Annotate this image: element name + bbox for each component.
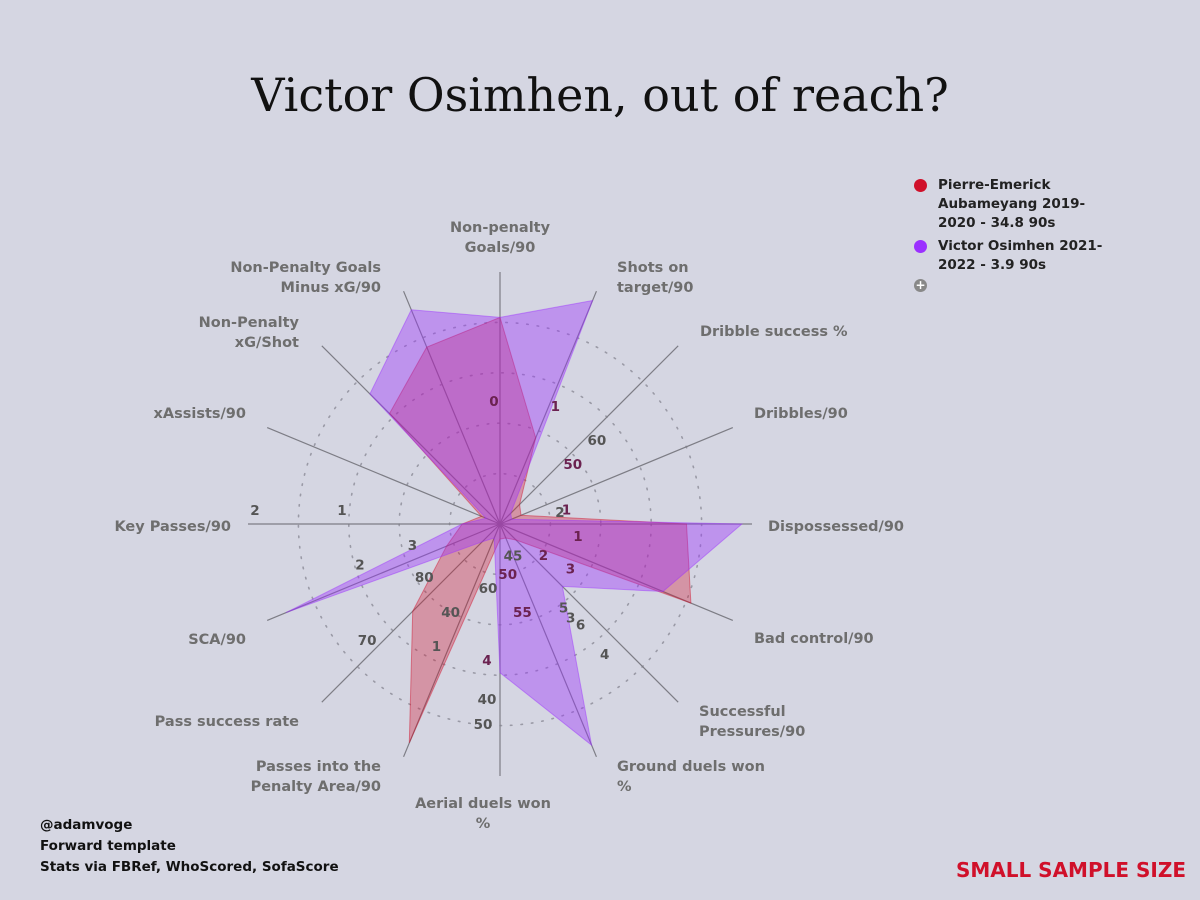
axis-line	[403, 290, 501, 525]
axis-line	[499, 290, 597, 525]
legend-swatch	[914, 179, 927, 192]
radar-series-layer	[285, 299, 744, 747]
tick-label: 2	[555, 505, 564, 521]
axis-line	[499, 523, 734, 621]
radar-grid	[248, 272, 752, 776]
axis-label-shots-on-target-90: Shots on target/90	[617, 260, 694, 296]
sample-size-warning: SMALL SAMPLE SIZE	[955, 858, 1186, 882]
axis-label-successful-pressures-90: Successful Pressures/90	[699, 704, 805, 740]
axis-line	[321, 345, 501, 525]
tick-label: 1	[337, 503, 346, 519]
tick-label: 1	[551, 399, 560, 415]
tick-label: 1	[573, 529, 582, 545]
axis-line	[499, 523, 679, 703]
tick-label: 2	[539, 548, 548, 564]
axis-label-non-penalty-xg-shot: Non-Penalty xG/Shot	[199, 315, 300, 351]
tick-label: 70	[358, 633, 377, 649]
tick-label: 0	[489, 394, 498, 410]
axis-line	[499, 345, 679, 525]
tick-label: 50	[498, 567, 517, 583]
tick-label: 50	[474, 717, 493, 733]
tick-label: 2	[250, 503, 259, 519]
footer-template: Forward template	[40, 838, 176, 854]
tick-label: 6	[576, 617, 585, 633]
axis-label-key-passes-90: Key Passes/90	[114, 519, 231, 535]
chart-title: Victor Osimhen, out of reach?	[251, 68, 949, 122]
series-area-osimhen[interactable]	[285, 299, 744, 747]
axis-line	[403, 523, 501, 758]
axis-label-non-penalty-goals-90: Non-penalty Goals/90	[450, 220, 551, 256]
tick-label: 60	[588, 433, 607, 449]
footer-source: Stats via FBRef, WhoScored, SofaScore	[40, 859, 339, 875]
tick-label: 1	[562, 502, 571, 518]
axis-label-dispossessed-90: Dispossessed/90	[768, 519, 904, 535]
tick-label: 4	[482, 653, 491, 669]
legend: Pierre-Emerick Aubameyang 2019-2020 - 34…	[914, 176, 1114, 292]
tick-label: 3	[408, 538, 417, 554]
axis-label-bad-control-90: Bad control/90	[754, 631, 874, 647]
axis-line	[321, 523, 501, 703]
tick-label: 60	[479, 581, 498, 597]
axis-label-ground-duels-won: Ground duels won%	[617, 759, 765, 795]
series-area-aubameyang[interactable]	[388, 316, 692, 744]
axis-label-dribble-success: Dribble success %	[700, 324, 848, 340]
tick-label: 80	[415, 570, 434, 586]
axis-line	[499, 427, 734, 525]
axis-line	[266, 427, 501, 525]
axis-label-aerial-duels-won: Aerial duels won%	[415, 796, 551, 832]
tick-label: 40	[441, 605, 460, 621]
tick-label: 45	[504, 548, 523, 564]
tick-label: 50	[563, 457, 582, 473]
axis-line	[499, 523, 597, 758]
tick-label: 3	[566, 610, 575, 626]
tick-label: 3	[566, 561, 575, 577]
axis-line	[266, 523, 501, 621]
radar-axis-labels: Non-penalty Goals/90 Shots on target/90 Drib…	[114, 220, 904, 832]
axis-label-passes-into-the-penalty-area-90: Passes into the Penalty Area/90	[251, 759, 382, 795]
axis-label-non-penalty-goals-minus-xg-90: Non-Penalty Goals Minus xG/90	[230, 260, 381, 296]
tick-label: 1	[432, 639, 441, 655]
axis-label-pass-success-rate: Pass success rate	[155, 714, 299, 730]
tick-label: 40	[478, 692, 497, 708]
legend-item-osimhen[interactable]: Victor Osimhen 2021-2022 - 3.9 90s	[914, 237, 1114, 275]
axis-label-sca-90: SCA/90	[188, 632, 246, 648]
legend-item-aubameyang[interactable]: Pierre-Emerick Aubameyang 2019-2020 - 34…	[914, 176, 1114, 233]
footer-author: @adamvoge	[40, 817, 133, 833]
legend-swatch	[914, 240, 927, 253]
footer-credits: @adamvoge Forward template Stats via FBR…	[40, 815, 339, 878]
axis-label-dribbles-90: Dribbles/90	[754, 406, 848, 422]
plus-circle-icon[interactable]: +	[914, 278, 927, 292]
legend-label: Pierre-Emerick Aubameyang 2019-2020 - 34…	[938, 177, 1086, 231]
legend-label: Victor Osimhen 2021-2022 - 3.9 90s	[938, 238, 1103, 273]
axis-label-xassists-90: xAssists/90	[154, 406, 246, 422]
tick-label: 4	[600, 647, 609, 663]
tick-label: 55	[513, 605, 532, 621]
tick-label: 2	[355, 558, 364, 574]
tick-label: 5	[559, 600, 568, 616]
